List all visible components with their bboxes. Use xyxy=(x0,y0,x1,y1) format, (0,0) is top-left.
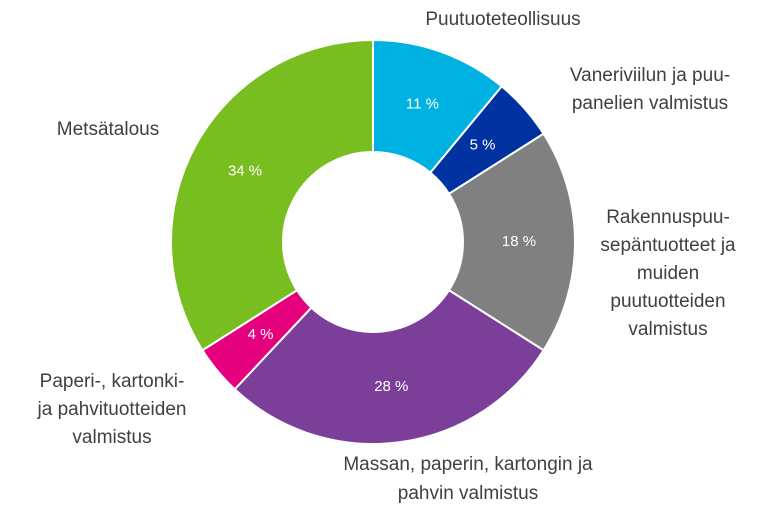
category-label: puutuotteiden xyxy=(610,291,725,312)
donut-slice xyxy=(170,38,374,352)
category-label: Vaneriviilun ja puu- xyxy=(570,65,730,86)
value-label: 34 % xyxy=(228,163,262,180)
donut-slice xyxy=(447,132,576,352)
value-label: 5 % xyxy=(470,136,496,153)
category-label: Rakennuspuu- xyxy=(606,207,730,228)
value-label: 11 % xyxy=(406,96,439,113)
category-label: Massan, paperin, kartongin ja xyxy=(343,454,593,475)
category-label: sepäntuotteet ja xyxy=(600,235,736,256)
category-label: muiden xyxy=(637,263,699,284)
category-label: Metsätalous xyxy=(57,119,159,140)
category-label: ja pahvituotteiden xyxy=(37,399,187,420)
category-label: Paperi-, kartonki- xyxy=(40,371,185,392)
value-label: 28 % xyxy=(374,378,408,395)
category-label: valmistus xyxy=(628,319,707,340)
donut-slice xyxy=(233,288,545,445)
value-label: 4 % xyxy=(248,326,274,343)
value-label: 18 % xyxy=(502,233,536,250)
category-label: pahvin valmistus xyxy=(398,483,538,504)
category-label: panelien valmistus xyxy=(572,93,728,114)
category-label: Puutuoteteollisuus xyxy=(425,9,580,30)
category-label: valmistus xyxy=(72,427,151,448)
